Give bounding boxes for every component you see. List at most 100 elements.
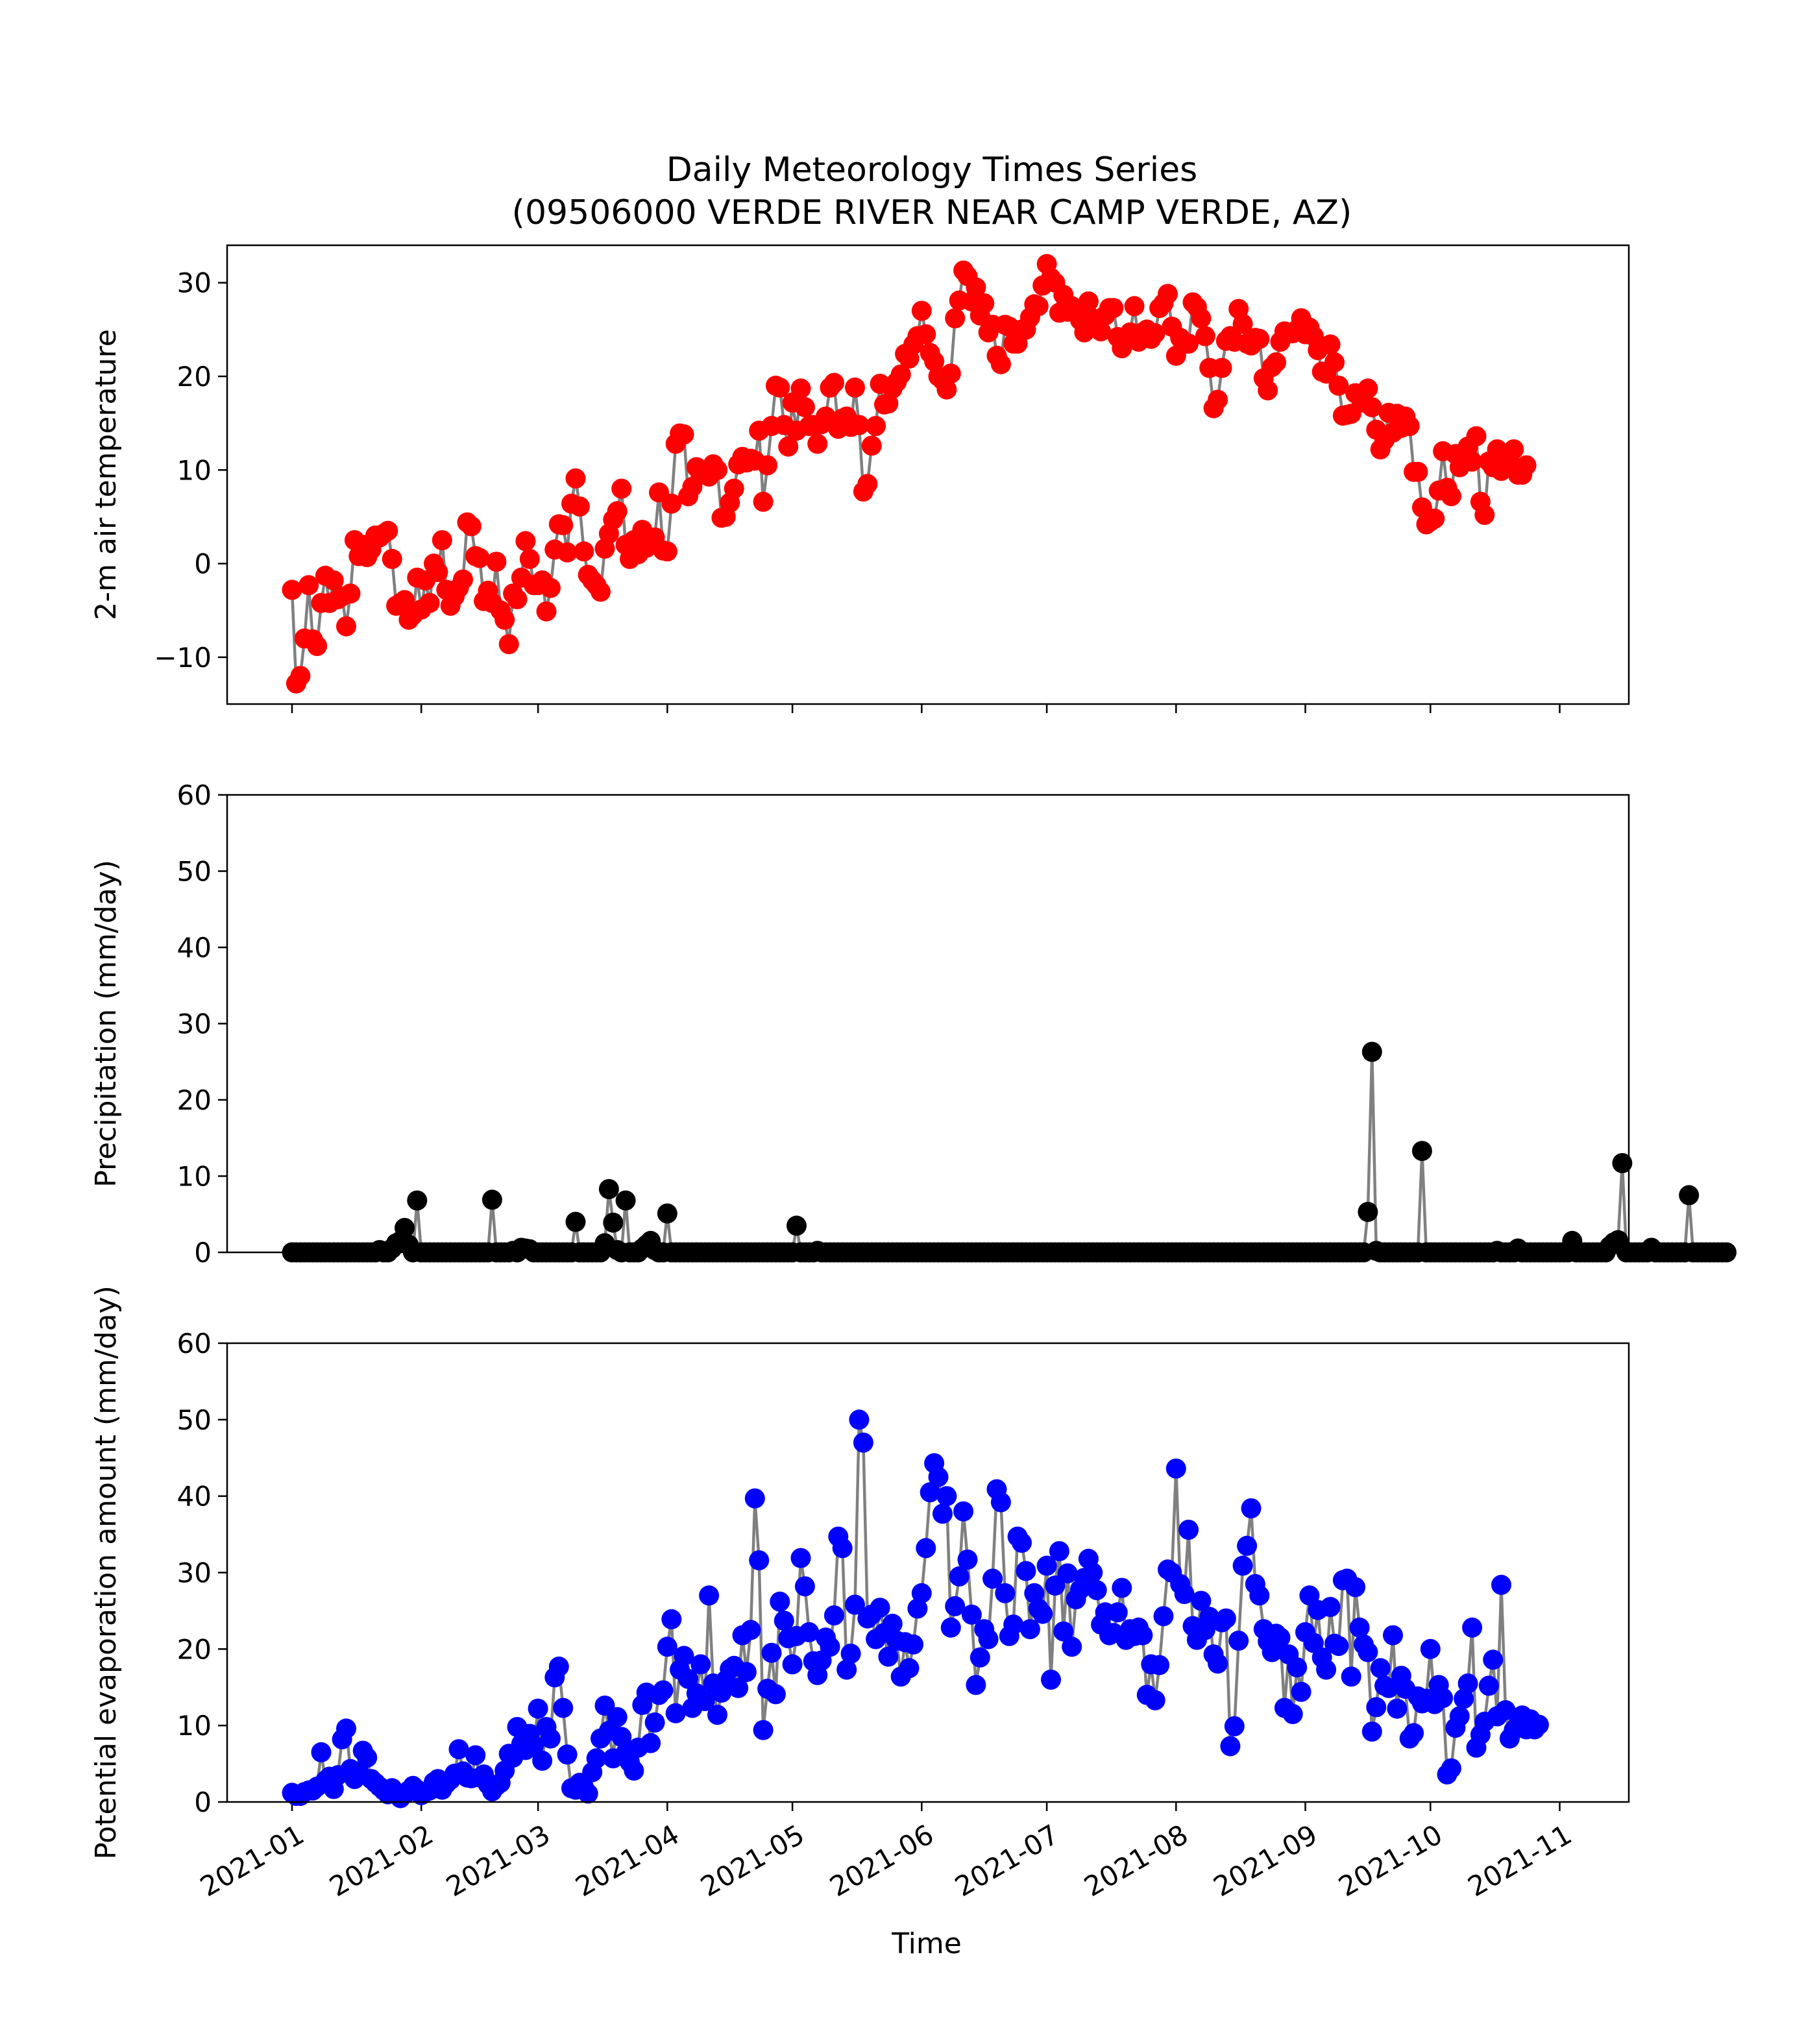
axes-frame-temperature [226,244,1630,705]
data-point-temperature [1361,397,1382,418]
data-point-pet [1341,1666,1361,1687]
data-point-temperature [1504,439,1524,459]
data-point-pet [1232,1555,1253,1576]
data-point-temperature [611,478,632,499]
data-point-pet [1282,1704,1303,1724]
data-point-pet [1404,1723,1424,1744]
data-point-temperature [299,575,319,596]
data-point-pet [774,1611,794,1631]
data-point-pet [448,1739,469,1760]
data-point-temperature [1266,352,1286,372]
data-point-pet [1082,1563,1103,1583]
ytick-label: 0 [194,1786,212,1818]
data-point-pet [665,1703,686,1723]
data-point-pet [1032,1603,1053,1624]
data-point-precipitation [1358,1202,1378,1223]
data-point-pet [1208,1653,1228,1674]
data-point-pet [1345,1577,1366,1598]
data-point-temperature [1103,298,1124,319]
data-point-precipitation [407,1190,428,1211]
data-point-pet [849,1409,870,1430]
ytick-label: 60 [177,1328,212,1359]
data-point-pet [661,1609,682,1629]
data-point-temperature [845,377,865,398]
data-point-pet [553,1697,574,1718]
data-point-temperature [849,415,870,435]
data-point-pet [1320,1597,1341,1617]
data-point-pet [1449,1706,1470,1727]
data-point-pet [586,1748,607,1769]
data-point-pet [1062,1636,1082,1657]
ytick-label: 30 [177,1557,212,1589]
data-point-pet [1454,1688,1474,1709]
data-point-pet [465,1745,486,1766]
data-point-pet [1016,1561,1036,1581]
data-point-temperature [724,478,744,499]
data-point-pet [1012,1533,1032,1553]
data-point-pet [832,1538,853,1559]
data-point-temperature [536,601,557,622]
data-point-precipitation [657,1203,677,1224]
data-point-temperature [1208,389,1228,410]
data-point-pet [966,1675,986,1696]
data-point-pet [1328,1636,1349,1657]
data-point-pet [765,1684,786,1705]
data-point-pet [840,1643,861,1664]
data-point-pet [736,1662,757,1683]
data-point-pet [1316,1659,1337,1680]
data-point-temperature [778,436,799,457]
data-point-pet [1462,1617,1483,1638]
data-point-precipitation [1612,1153,1633,1173]
data-point-temperature [1028,296,1049,317]
panel-pet: 60 50 40 30 20 10 0 Potential evaporation amoun… [90,1285,1630,1860]
data-point-precipitation [1679,1185,1700,1206]
data-point-pet [957,1550,978,1570]
data-point-pet [928,1466,949,1487]
data-point-temperature [861,435,882,456]
data-point-pet [1378,1677,1399,1698]
data-point-pet [548,1656,569,1677]
data-point-pet [557,1744,578,1765]
data-point-temperature [1158,284,1178,304]
chart-subtitle: (09506000 VERDE RIVER NEAR CAMP VERDE, A… [512,193,1352,232]
data-point-pet [1237,1535,1258,1556]
data-point-pet [899,1658,920,1679]
data-point-pet [799,1622,820,1642]
data-point-pet [1053,1621,1074,1642]
data-point-pet [1153,1606,1174,1627]
y-axis-label-pet: Potential evaporation amount (mm/day) [90,1285,123,1860]
data-point-temperature [494,609,515,630]
data-point-pet [1361,1722,1382,1742]
data-point-pet [699,1585,720,1606]
data-point-temperature [866,416,886,436]
data-point-pet [1145,1690,1165,1710]
data-point-temperature [307,636,328,656]
data-point-pet [794,1576,815,1597]
data-point-pet [1358,1642,1378,1662]
data-point-temperature [790,378,811,399]
data-point-temperature [1195,326,1215,347]
data-point-temperature [419,592,440,613]
data-point-pet [936,1486,957,1507]
data-point-temperature [323,570,344,590]
data-point-temperature [707,459,727,480]
data-point-pet [1003,1614,1024,1635]
data-point-temperature [657,541,677,562]
ytick-label: 20 [177,361,212,393]
data-point-pet [611,1727,632,1747]
data-point-pet [1291,1681,1311,1702]
data-point-pet [657,1636,677,1657]
data-point-temperature [1145,323,1165,344]
data-point-temperature [857,474,878,494]
data-point-temperature [395,590,415,611]
data-point-temperature [340,583,361,604]
data-point-pet [1270,1627,1291,1648]
axes-frame-pet [226,1342,1630,1803]
ytick-label: 10 [177,1161,212,1193]
data-point-pet [578,1783,598,1804]
data-point-pet [1495,1700,1516,1721]
data-point-temperature [1399,416,1420,436]
data-point-temperature [574,541,594,562]
data-point-temperature [823,372,844,393]
